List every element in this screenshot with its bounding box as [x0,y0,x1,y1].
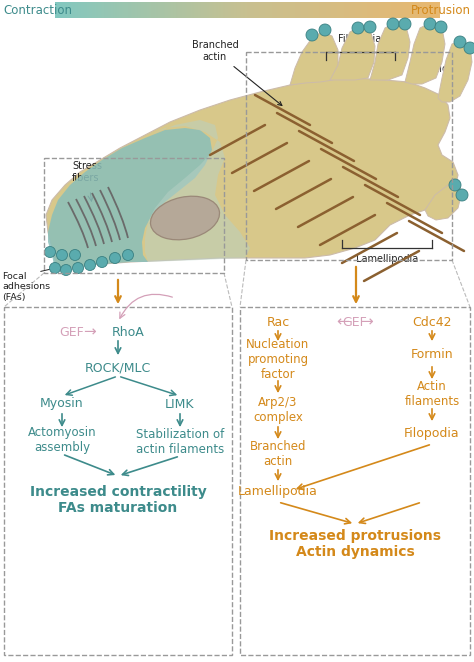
Circle shape [109,252,120,263]
Circle shape [364,21,376,33]
Text: Rac: Rac [266,316,290,328]
Text: Branched
actin: Branched actin [191,40,282,105]
Text: Myosin: Myosin [40,397,84,410]
Circle shape [352,22,364,34]
Text: ROCK/MLC: ROCK/MLC [85,361,151,375]
Circle shape [45,246,55,258]
Text: LIMK: LIMK [165,397,195,410]
Polygon shape [330,26,375,80]
Circle shape [387,18,399,30]
Text: RhoA: RhoA [111,326,145,338]
Text: Stress
fibers: Stress fibers [72,162,102,183]
Text: FAs maturation: FAs maturation [58,501,178,515]
Text: Protrusion: Protrusion [411,3,471,17]
Circle shape [435,21,447,33]
Text: Lamellipodia: Lamellipodia [238,485,318,498]
Text: Stabilization of
actin filaments: Stabilization of actin filaments [136,428,224,456]
Polygon shape [438,40,472,102]
Circle shape [84,260,95,271]
Polygon shape [370,22,410,80]
Text: Actomyosin
assembly: Actomyosin assembly [27,426,96,454]
Polygon shape [48,128,212,270]
Circle shape [56,250,67,261]
Text: Branched
actin: Branched actin [250,440,306,468]
Circle shape [73,263,83,273]
Text: →: → [83,324,96,340]
Polygon shape [405,22,445,84]
Text: Increased protrusions: Increased protrusions [269,529,441,543]
Text: GEF: GEF [343,316,367,328]
Circle shape [49,263,61,273]
Circle shape [61,265,72,275]
Circle shape [464,42,474,54]
Text: Contraction: Contraction [3,3,72,17]
Text: Lamellipodia: Lamellipodia [356,254,418,264]
Text: Filopodia: Filopodia [338,34,382,44]
FancyBboxPatch shape [4,307,232,655]
FancyBboxPatch shape [240,307,470,655]
Polygon shape [145,120,250,262]
Polygon shape [290,32,338,85]
Circle shape [424,18,436,30]
Polygon shape [46,78,458,270]
Text: Focal
adhesions
(FAs): Focal adhesions (FAs) [2,272,50,302]
Circle shape [122,250,134,261]
Circle shape [70,250,81,261]
Text: Actin dynamics: Actin dynamics [296,545,414,559]
Text: Actin
filaments: Actin filaments [404,380,460,408]
Text: →: → [361,314,374,330]
Text: Formin: Formin [410,348,453,361]
Circle shape [399,18,411,30]
Circle shape [449,179,461,191]
Circle shape [306,29,318,41]
Circle shape [97,256,108,267]
Text: GEF: GEF [60,326,84,338]
Text: Increased contractility: Increased contractility [29,485,206,499]
Text: Migration: Migration [408,57,456,74]
Text: Filopodia: Filopodia [404,428,460,440]
Circle shape [456,189,468,201]
Polygon shape [425,182,462,220]
Ellipse shape [150,196,219,240]
Circle shape [454,36,466,48]
Text: Nucleation
promoting
factor: Nucleation promoting factor [246,338,310,381]
Circle shape [319,24,331,36]
Text: Cdc42: Cdc42 [412,316,452,328]
Text: Arp2/3
complex: Arp2/3 complex [253,396,303,424]
Text: ←: ← [337,314,349,330]
